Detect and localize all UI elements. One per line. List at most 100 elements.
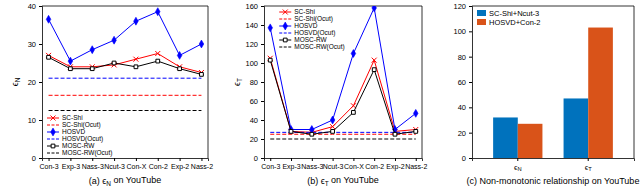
frame-right xyxy=(208,6,209,158)
y-tick: 40 xyxy=(28,2,42,11)
chart-title: (a) ϵN on YouTube xyxy=(89,175,161,187)
point xyxy=(68,57,73,65)
y-tick: 20 xyxy=(28,78,42,87)
legend-label: MOSC-RW(Ocut) xyxy=(62,149,112,157)
legend-entry: MOSC-RW(Ocut) xyxy=(47,149,112,157)
legend-swatch xyxy=(47,125,59,126)
y-tick-label: 30 xyxy=(28,40,36,49)
point xyxy=(155,51,160,56)
axis-line xyxy=(261,7,265,159)
legend-swatch xyxy=(477,10,486,16)
y-tick-label: 60 xyxy=(458,78,466,87)
legend-label: MOSC-RW xyxy=(62,142,95,149)
y-tick: 10 xyxy=(28,116,42,125)
legend-marker xyxy=(283,22,288,30)
point xyxy=(352,111,356,115)
y-tick-mark xyxy=(39,6,42,7)
point xyxy=(178,67,182,71)
point xyxy=(134,17,139,25)
x-tick-label: Con-X xyxy=(126,163,146,170)
bar xyxy=(588,28,613,158)
y-tick-mark xyxy=(39,82,42,83)
point xyxy=(134,65,138,69)
y-tick-mark xyxy=(261,44,264,45)
y-tick-mark xyxy=(261,158,264,159)
y-tick-mark xyxy=(469,6,472,7)
legend-label: HOSVD xyxy=(294,22,317,29)
y-tick: 20 xyxy=(250,135,264,144)
legend-entry: SC-Shi xyxy=(47,114,83,121)
legend-marker xyxy=(51,144,55,148)
chart-title: (c) Non-monotonic relationship on YouTub… xyxy=(467,176,640,186)
x-tick: Exp-2 xyxy=(171,158,189,171)
series-line xyxy=(49,57,202,74)
y-tick-mark xyxy=(261,6,264,7)
y-axis-title: ϵT​ xyxy=(232,78,243,86)
x-tick: Con-3 xyxy=(40,158,59,170)
x-tick-mark xyxy=(158,158,159,161)
point xyxy=(330,116,335,124)
legend-label: HOSVD xyxy=(62,128,85,135)
axis-line xyxy=(473,159,635,162)
y-tick-label: 20 xyxy=(458,129,466,138)
series-line xyxy=(49,110,202,111)
x-tick: Con-X xyxy=(344,158,364,170)
y-axis: 020406080100120140160 xyxy=(245,2,264,163)
x-tick-mark xyxy=(312,158,313,161)
x-tick: Ncut-3 xyxy=(104,158,125,170)
chart-title: (b) ϵT on YouTube xyxy=(307,175,379,187)
series-line xyxy=(49,95,202,96)
y-tick-label: 0 xyxy=(254,154,258,163)
x-tick-label: Con-3 xyxy=(261,163,280,170)
x-tick-label: Con-2 xyxy=(365,163,384,170)
y-tick-mark xyxy=(261,63,264,64)
legend-swatch xyxy=(47,139,59,140)
x-tick-label: Ncut-3 xyxy=(104,163,125,170)
legend-label: SC-Shi xyxy=(294,8,315,15)
x-tick-mark xyxy=(588,158,589,161)
frame-top xyxy=(264,6,422,7)
y-tick: 100 xyxy=(245,59,264,68)
legend-entry: SC-Shi xyxy=(279,8,315,15)
point xyxy=(331,130,335,134)
x-tick: Con-3 xyxy=(261,158,280,170)
y-tick: 140 xyxy=(245,21,264,30)
y-tick-mark xyxy=(469,57,472,58)
point xyxy=(112,36,117,44)
point xyxy=(155,8,160,16)
y-tick-label: 80 xyxy=(458,53,466,62)
frame-top xyxy=(42,6,208,7)
y-tick-label: 160 xyxy=(245,2,258,11)
legend-entry: MOSC-RW xyxy=(47,142,95,149)
y-tick: 100 xyxy=(453,27,472,36)
bar xyxy=(564,98,589,158)
y-tick-label: 140 xyxy=(245,21,258,30)
plot-area xyxy=(268,6,419,139)
x-tick: Exp-3 xyxy=(62,158,80,171)
frame-top xyxy=(472,6,634,7)
y-tick: 80 xyxy=(250,78,264,87)
y-tick: 30 xyxy=(28,40,42,49)
y-tick-label: 80 xyxy=(250,78,258,87)
legend-label: SC-Shi+Ncut-3 xyxy=(489,9,539,18)
point xyxy=(351,50,356,58)
series-line xyxy=(49,78,202,79)
x-tick-mark xyxy=(353,158,354,161)
x-axis: Con-3Exp-3Nass-3Ncut-3Con-XCon-2Exp-2Nas… xyxy=(40,158,214,171)
y-tick-label: 40 xyxy=(458,103,466,112)
x-tick-label: Exp-3 xyxy=(282,163,300,171)
x-tick-label: Nass-3 xyxy=(301,163,323,170)
x-tick: Nass-3 xyxy=(301,158,323,170)
point xyxy=(330,124,335,129)
x-tick-label: ϵT​ xyxy=(585,163,593,173)
panel: 020406080100120140160Con-3Exp-3Nass-3Ncu… xyxy=(232,2,427,187)
legend-label: HOSVD+Con-2 xyxy=(489,18,540,27)
point xyxy=(156,59,160,63)
x-tick: ϵT​ xyxy=(585,158,593,172)
x-tick-mark xyxy=(270,158,271,161)
x-tick-label: Exp-3 xyxy=(62,163,80,171)
legend-marker xyxy=(283,38,287,42)
point xyxy=(133,57,138,62)
legend: SC-ShiSC-Shi(Ocut)HOSVDHOSVD(Ocut)MOSC-R… xyxy=(47,114,112,157)
x-tick-mark xyxy=(201,158,202,161)
